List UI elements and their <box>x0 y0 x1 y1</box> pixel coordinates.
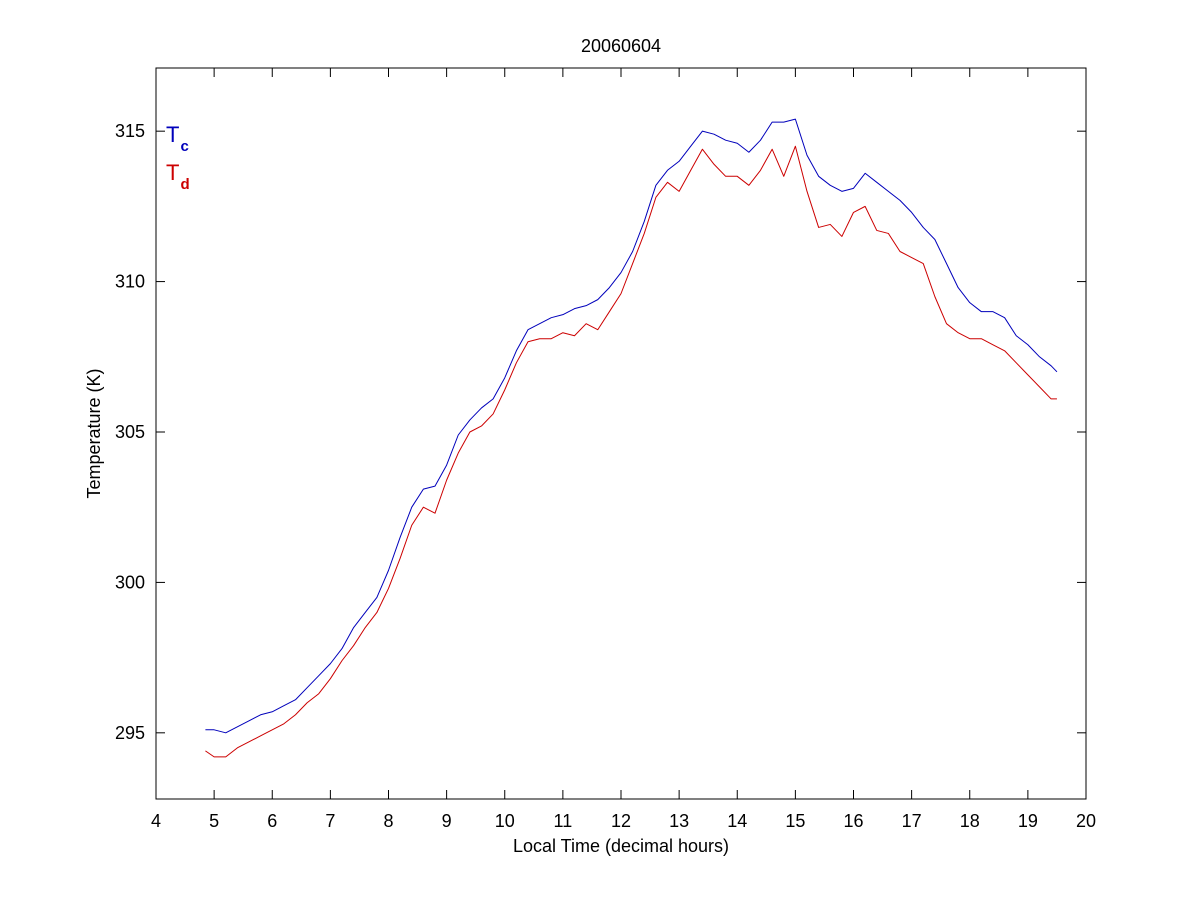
legend-entry-tc-label: Tc <box>166 122 189 155</box>
x-tick-label: 12 <box>611 811 631 831</box>
y-tick: 295 <box>115 723 1086 743</box>
x-tick-label: 15 <box>785 811 805 831</box>
series-line-td <box>205 145 1057 758</box>
y-axis-label: Temperature (K) <box>84 368 104 498</box>
x-tick-label: 18 <box>960 811 980 831</box>
legend-entry-td-main: T <box>166 160 179 185</box>
x-tick-label: 8 <box>383 811 393 831</box>
x-tick-label: 5 <box>209 811 219 831</box>
x-tick: 6 <box>267 68 277 831</box>
x-tick: 4 <box>151 68 161 831</box>
x-tick-label: 14 <box>727 811 747 831</box>
x-tick: 8 <box>383 68 394 831</box>
y-tick-label: 310 <box>115 272 145 292</box>
y-tick: 310 <box>115 272 1086 292</box>
y-tick: 300 <box>115 572 1086 592</box>
legend-entry-td: Td <box>166 160 190 193</box>
x-tick-label: 11 <box>554 811 573 831</box>
x-tick-label: 19 <box>1018 811 1038 831</box>
legend-entry-tc-sub: c <box>180 138 188 155</box>
y-tick: 315 <box>115 121 1086 141</box>
x-tick: 16 <box>843 68 864 831</box>
x-tick: 15 <box>785 68 805 831</box>
y-tick-label: 300 <box>115 572 145 592</box>
y-tick-label: 315 <box>115 121 145 141</box>
x-tick: 10 <box>495 68 515 831</box>
x-tick-label: 10 <box>495 811 515 831</box>
x-tick: 12 <box>611 68 631 831</box>
x-tick: 9 <box>442 68 452 831</box>
legend: Tc Td <box>166 122 190 193</box>
x-tick-label: 4 <box>151 811 161 831</box>
x-tick: 14 <box>727 68 747 831</box>
x-tick-label: 6 <box>267 811 277 831</box>
x-tick-label: 17 <box>902 811 922 831</box>
x-tick-label: 9 <box>442 811 452 831</box>
x-tick-label: 20 <box>1076 811 1096 831</box>
y-tick-label: 305 <box>115 422 145 442</box>
legend-entry-td-label: Td <box>166 160 190 193</box>
x-tick-label: 16 <box>843 811 863 831</box>
x-tick: 7 <box>325 68 335 831</box>
plot-area: 4 5 6 7 8 9 10 11 12 13 14 15 16 17 18 19 20 295 300 305 31… <box>115 67 1096 831</box>
x-tick: 11 <box>554 68 573 831</box>
x-tick: 17 <box>902 68 922 831</box>
x-tick-label: 13 <box>669 811 689 831</box>
y-axis-ticks: 295 300 305 310 315 <box>115 121 1086 743</box>
series-lines <box>205 118 1058 758</box>
y-tick: 305 <box>115 422 1086 442</box>
x-tick: 20 <box>1076 68 1096 831</box>
chart-title: 20060604 <box>581 36 661 56</box>
x-axis-ticks: 4 5 6 7 8 9 10 11 12 13 14 15 16 17 18 19 20 <box>151 68 1096 831</box>
x-tick-label: 7 <box>325 811 335 831</box>
x-tick: 19 <box>1018 68 1038 831</box>
legend-entry-td-sub: d <box>180 176 189 193</box>
x-tick: 13 <box>669 68 689 831</box>
y-tick-label: 295 <box>115 723 145 743</box>
legend-entry-tc-main: T <box>166 122 179 147</box>
x-axis-label: Local Time (decimal hours) <box>513 836 729 856</box>
legend-entry-tc: Tc <box>166 122 189 155</box>
x-tick: 18 <box>960 68 980 831</box>
x-tick: 5 <box>209 68 219 831</box>
series-line-tc <box>205 118 1058 734</box>
